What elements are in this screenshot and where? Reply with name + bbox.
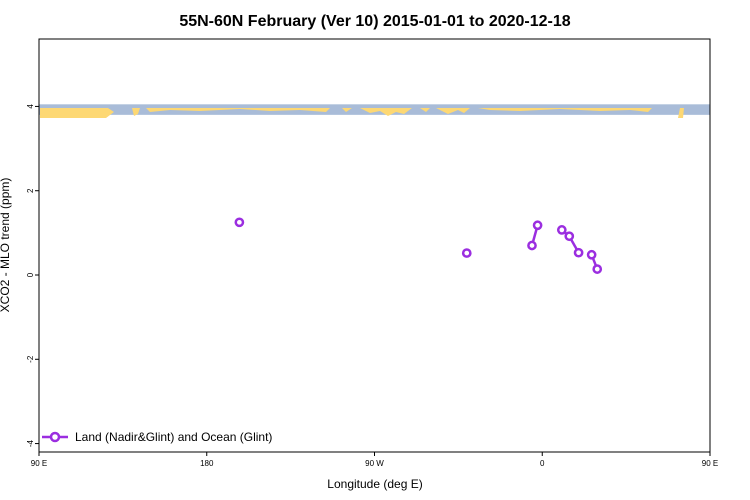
- data-point: [592, 264, 603, 274]
- data-point: [586, 249, 597, 260]
- legend-marker-swatch: [49, 431, 61, 443]
- map-land-5: [420, 108, 430, 112]
- x-tick-label: 90 E: [31, 459, 47, 468]
- data-point: [461, 248, 472, 258]
- data-point: [532, 220, 543, 231]
- plot-frame: [38, 38, 711, 453]
- data-point: [556, 225, 567, 235]
- map-land-7: [478, 108, 652, 112]
- series-points: [234, 217, 603, 274]
- chart-title: 55N-60N February (Ver 10) 2015-01-01 to …: [179, 13, 570, 30]
- y-tick-label: 0: [26, 272, 35, 277]
- map-strip: [39, 104, 710, 118]
- data-point: [573, 247, 584, 258]
- data-point: [527, 240, 537, 251]
- y-axis-label: XCO2 - MLO trend (ppm): [0, 178, 12, 313]
- x-tick-label: 0: [540, 459, 545, 468]
- y-axis: -4 -2 0 2 4: [26, 104, 39, 447]
- map-land-0: [40, 108, 114, 118]
- map-land-6: [436, 108, 470, 114]
- x-axis-label: Longitude (deg E): [327, 477, 422, 491]
- map-land-3: [342, 108, 352, 112]
- y-tick-label: 2: [26, 188, 35, 193]
- map-land-1: [132, 108, 140, 116]
- x-tick-label: 90 W: [365, 459, 384, 468]
- x-tick-label: 180: [200, 459, 214, 468]
- map-land-4: [360, 108, 412, 116]
- map-land-2: [146, 108, 330, 112]
- map-land-8: [678, 108, 684, 118]
- y-tick-label: 4: [26, 104, 35, 109]
- data-point: [234, 217, 245, 228]
- y-tick-label: -4: [26, 439, 35, 447]
- legend-entry-label: Land (Nadir&Glint) and Ocean (Glint): [75, 430, 272, 444]
- x-tick-label: 90 E: [702, 459, 718, 468]
- y-tick-label: -2: [26, 355, 35, 363]
- data-point: [564, 231, 575, 242]
- legend: Land (Nadir&Glint) and Ocean (Glint): [42, 430, 272, 444]
